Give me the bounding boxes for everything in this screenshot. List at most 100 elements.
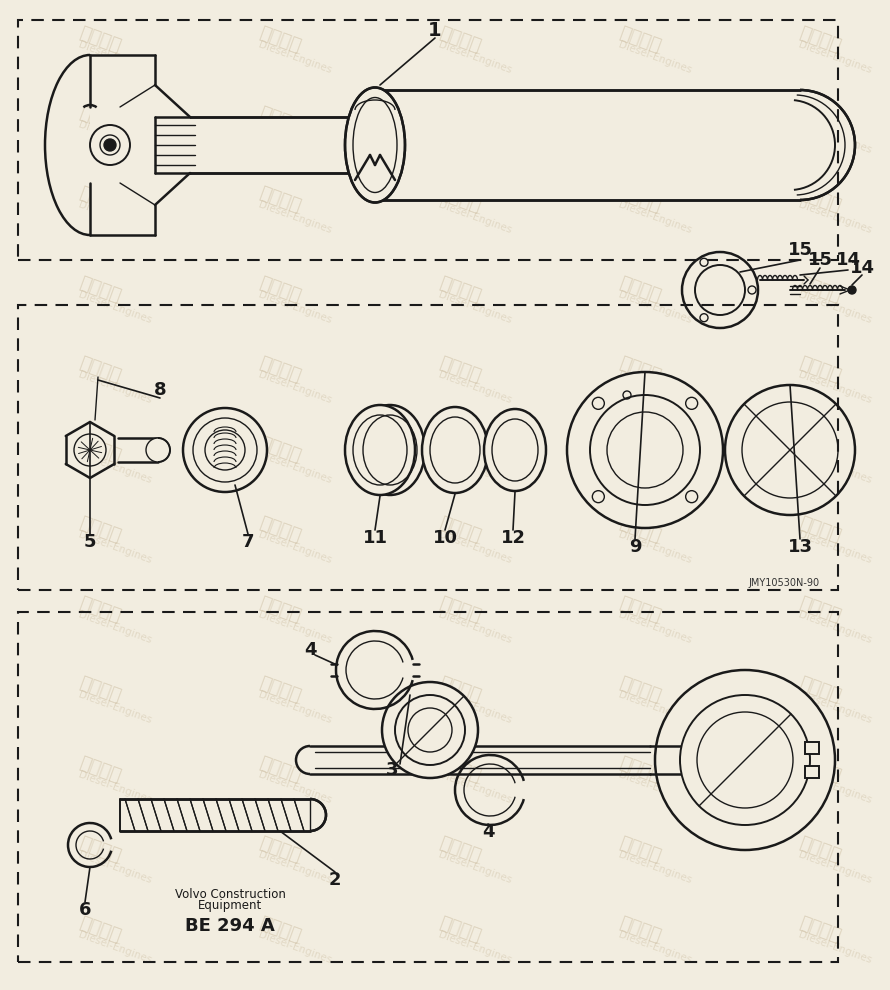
Text: 紫发动力: 紫发动力 xyxy=(617,835,663,866)
Text: Diesel-Engines: Diesel-Engines xyxy=(437,450,513,486)
Text: 紫发动力: 紫发动力 xyxy=(617,514,663,545)
Text: 15: 15 xyxy=(807,251,832,269)
Text: 4: 4 xyxy=(303,641,316,659)
Text: 紫发动力: 紫发动力 xyxy=(437,354,483,386)
Text: 12: 12 xyxy=(500,529,525,547)
Text: Diesel-Engines: Diesel-Engines xyxy=(437,930,513,966)
Bar xyxy=(18,20,838,260)
Polygon shape xyxy=(380,90,400,200)
Text: Diesel-Engines: Diesel-Engines xyxy=(617,610,693,645)
Text: 紫发动力: 紫发动力 xyxy=(77,835,124,866)
Polygon shape xyxy=(90,55,190,235)
Circle shape xyxy=(590,395,700,505)
Text: Diesel-Engines: Diesel-Engines xyxy=(797,930,873,966)
Text: Diesel-Engines: Diesel-Engines xyxy=(77,930,153,966)
Text: 紫发动力: 紫发动力 xyxy=(77,674,124,706)
Text: 紫发动力: 紫发动力 xyxy=(77,754,124,786)
Circle shape xyxy=(593,397,604,409)
Text: Diesel-Engines: Diesel-Engines xyxy=(797,200,873,236)
Text: 紫发动力: 紫发动力 xyxy=(256,914,303,945)
Text: Diesel-Engines: Diesel-Engines xyxy=(437,200,513,236)
Text: Diesel-Engines: Diesel-Engines xyxy=(257,290,333,326)
Circle shape xyxy=(748,286,756,294)
Text: 1: 1 xyxy=(428,21,441,40)
Text: 紫发动力: 紫发动力 xyxy=(437,184,483,216)
Text: 紫发动力: 紫发动力 xyxy=(617,354,663,386)
Text: Diesel-Engines: Diesel-Engines xyxy=(257,850,333,886)
Circle shape xyxy=(725,385,855,515)
Text: 紫发动力: 紫发动力 xyxy=(797,24,844,55)
Text: 紫发动力: 紫发动力 xyxy=(437,835,483,866)
Text: Diesel-Engines: Diesel-Engines xyxy=(77,610,153,645)
Text: 紫发动力: 紫发动力 xyxy=(797,594,844,626)
Circle shape xyxy=(655,670,835,850)
Text: Diesel-Engines: Diesel-Engines xyxy=(617,370,693,406)
Text: Diesel-Engines: Diesel-Engines xyxy=(437,370,513,406)
Text: Diesel-Engines: Diesel-Engines xyxy=(257,690,333,726)
Circle shape xyxy=(700,258,708,266)
Text: 紫发动力: 紫发动力 xyxy=(617,435,663,466)
Text: 紫发动力: 紫发动力 xyxy=(437,274,483,306)
Ellipse shape xyxy=(345,87,405,203)
Circle shape xyxy=(593,491,604,503)
Text: Diesel-Engines: Diesel-Engines xyxy=(257,530,333,566)
Text: Diesel-Engines: Diesel-Engines xyxy=(77,120,153,155)
Text: 紫发动力: 紫发动力 xyxy=(256,674,303,706)
Text: 10: 10 xyxy=(433,529,457,547)
Text: Diesel-Engines: Diesel-Engines xyxy=(797,770,873,806)
Text: Diesel-Engines: Diesel-Engines xyxy=(437,610,513,645)
Text: 14: 14 xyxy=(849,259,875,277)
Ellipse shape xyxy=(422,407,488,493)
Text: 紫发动力: 紫发动力 xyxy=(617,274,663,306)
Text: Diesel-Engines: Diesel-Engines xyxy=(797,450,873,486)
Circle shape xyxy=(90,125,130,165)
Circle shape xyxy=(682,252,758,328)
Text: Diesel-Engines: Diesel-Engines xyxy=(77,770,153,806)
Text: 紫发动力: 紫发动力 xyxy=(617,674,663,706)
Text: 紫发动力: 紫发动力 xyxy=(797,184,844,216)
Text: 紫发动力: 紫发动力 xyxy=(797,914,844,945)
Text: 14: 14 xyxy=(836,251,861,269)
Text: Diesel-Engines: Diesel-Engines xyxy=(797,120,873,155)
Text: Diesel-Engines: Diesel-Engines xyxy=(617,200,693,236)
Text: 紫发动力: 紫发动力 xyxy=(77,914,124,945)
Text: Equipment: Equipment xyxy=(198,900,263,913)
Text: Diesel-Engines: Diesel-Engines xyxy=(77,450,153,486)
Text: 紫发动力: 紫发动力 xyxy=(437,594,483,626)
Text: 紫发动力: 紫发动力 xyxy=(617,184,663,216)
Text: Diesel-Engines: Diesel-Engines xyxy=(437,530,513,566)
Text: Diesel-Engines: Diesel-Engines xyxy=(77,530,153,566)
Text: 紫发动力: 紫发动力 xyxy=(77,435,124,466)
Circle shape xyxy=(700,314,708,322)
Text: 9: 9 xyxy=(628,538,642,556)
Text: 4: 4 xyxy=(481,823,494,841)
Text: 紫发动力: 紫发动力 xyxy=(617,754,663,786)
Text: 2: 2 xyxy=(328,871,341,889)
Text: Diesel-Engines: Diesel-Engines xyxy=(257,610,333,645)
Text: 紫发动力: 紫发动力 xyxy=(797,435,844,466)
Bar xyxy=(805,766,819,778)
Text: 紫发动力: 紫发动力 xyxy=(256,184,303,216)
Text: Diesel-Engines: Diesel-Engines xyxy=(617,530,693,566)
Text: 13: 13 xyxy=(788,538,813,556)
Text: Diesel-Engines: Diesel-Engines xyxy=(797,290,873,326)
Text: 3: 3 xyxy=(385,761,398,779)
Text: 15: 15 xyxy=(788,241,813,259)
Text: 紫发动力: 紫发动力 xyxy=(77,594,124,626)
Circle shape xyxy=(104,139,116,151)
Text: Diesel-Engines: Diesel-Engines xyxy=(617,930,693,966)
Text: 紫发动力: 紫发动力 xyxy=(256,835,303,866)
Text: Diesel-Engines: Diesel-Engines xyxy=(257,200,333,236)
Text: 7: 7 xyxy=(242,533,255,551)
Text: 5: 5 xyxy=(84,533,96,551)
Text: Diesel-Engines: Diesel-Engines xyxy=(617,120,693,155)
Text: Diesel-Engines: Diesel-Engines xyxy=(617,690,693,726)
Bar xyxy=(120,799,310,831)
Circle shape xyxy=(848,286,856,294)
FancyBboxPatch shape xyxy=(190,117,400,173)
Text: 紫发动力: 紫发动力 xyxy=(797,104,844,136)
Text: Diesel-Engines: Diesel-Engines xyxy=(257,40,333,76)
Text: 紫发动力: 紫发动力 xyxy=(437,104,483,136)
Text: Diesel-Engines: Diesel-Engines xyxy=(797,690,873,726)
Text: 紫发动力: 紫发动力 xyxy=(256,594,303,626)
